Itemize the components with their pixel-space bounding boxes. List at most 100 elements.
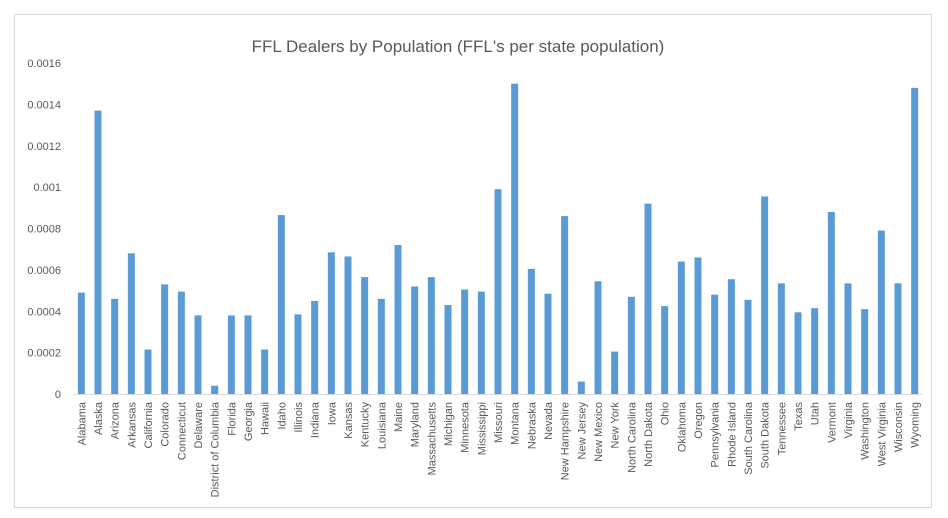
bar-wisconsin: [894, 283, 902, 394]
y-tick-label: 0.0008: [27, 224, 61, 236]
x-tick-label: District of Columbia: [210, 401, 222, 497]
x-tick-label: Michigan: [443, 402, 455, 446]
bar-west-virginia: [877, 230, 885, 394]
bar-ohio: [661, 306, 669, 394]
x-tick-label: Pennsylvania: [710, 401, 722, 467]
bar-michigan: [444, 305, 452, 394]
bar-montana: [511, 83, 519, 394]
x-tick-label: Rhode Island: [726, 402, 738, 467]
bar-maine: [394, 245, 402, 394]
bar-tennessee: [777, 283, 785, 394]
bar-minnesota: [461, 289, 469, 394]
x-tick-label: New Mexico: [593, 402, 605, 462]
x-tick-label: Kentucky: [360, 402, 372, 448]
x-tick-label: Connecticut: [176, 402, 188, 460]
bar-rhode-island: [727, 279, 735, 394]
chart-title: FFL Dealers by Population (FFL's per sta…: [252, 37, 665, 56]
bar-oregon: [694, 257, 702, 394]
bar-texas: [794, 312, 802, 394]
bar-vermont: [827, 211, 835, 394]
x-tick-label: Delaware: [193, 402, 205, 448]
x-tick-label: Colorado: [160, 402, 172, 447]
x-tick-label: Minnesota: [460, 401, 472, 453]
bar-district-of-columbia: [211, 385, 219, 394]
x-tick-label: Nebraska: [526, 401, 538, 449]
x-tick-label: Oregon: [693, 402, 705, 439]
y-tick-label: 0.0002: [27, 348, 61, 360]
bar-washington: [861, 309, 869, 394]
x-tick-label: Oklahoma: [676, 401, 688, 452]
bar-iowa: [327, 252, 335, 394]
x-tick-label: Idaho: [276, 402, 288, 430]
bar-nebraska: [527, 268, 535, 394]
x-tick-label: Texas: [793, 402, 805, 431]
bar-nevada: [544, 293, 552, 394]
bar-north-dakota: [644, 203, 652, 394]
x-tick-label: Hawaii: [260, 402, 272, 435]
x-tick-label: Iowa: [326, 401, 338, 425]
y-tick-label: 0.0012: [27, 141, 61, 153]
bar-missouri: [494, 189, 502, 394]
x-tick-label: Maine: [393, 402, 405, 432]
bar-colorado: [161, 284, 169, 394]
x-tick-label: Ohio: [660, 402, 672, 425]
x-tick-label: South Dakota: [760, 401, 772, 469]
x-tick-label: North Dakota: [643, 401, 655, 467]
x-tick-label: Indiana: [310, 401, 322, 438]
bar-new-mexico: [594, 281, 602, 394]
x-tick-label: Alaska: [93, 401, 105, 435]
x-tick-label: Georgia: [243, 401, 255, 441]
bar-connecticut: [177, 291, 185, 394]
bar-new-jersey: [577, 381, 585, 394]
x-tick-label: New Jersey: [576, 402, 588, 460]
bar-illinois: [294, 314, 302, 394]
y-tick-label: 0.001: [33, 182, 61, 194]
x-tick-label: Utah: [810, 402, 822, 425]
x-tick-label: Arkansas: [126, 402, 138, 448]
y-tick-label: 0.0006: [27, 265, 61, 277]
bars: [77, 83, 919, 394]
x-tick-label: North Carolina: [626, 401, 638, 473]
y-axis: 0 0.0002 0.0004 0.0006 0.0008 0.001 0.0012 0.00…: [27, 58, 923, 401]
bar-oklahoma: [677, 261, 685, 394]
bar-kansas: [344, 256, 352, 394]
y-tick-label: 0.0016: [27, 58, 61, 70]
y-tick-label: 0.0004: [27, 306, 61, 318]
bar-kentucky: [361, 277, 369, 394]
x-tick-label: Kansas: [343, 402, 355, 439]
bar-alaska: [94, 110, 102, 394]
x-tick-label: Arizona: [110, 401, 122, 439]
x-tick-label: Illinois: [293, 402, 305, 433]
x-tick-label: Florida: [226, 401, 238, 436]
bar-hawaii: [261, 349, 269, 394]
bar-mississippi: [477, 291, 485, 394]
x-tick-label: Montana: [510, 401, 522, 445]
x-tick-label: Wisconsin: [893, 402, 905, 452]
x-axis: Alabama Alaska Arizona Arkansas California Co…: [76, 401, 921, 497]
bar-new-york: [611, 351, 619, 394]
bar-arkansas: [127, 253, 135, 394]
x-tick-label: Mississippi: [476, 402, 488, 455]
bar-california: [144, 349, 152, 394]
chart-frame: [14, 14, 932, 508]
bar-massachusetts: [427, 277, 435, 394]
bar-utah: [811, 308, 819, 394]
bar-florida: [227, 315, 235, 394]
bar-virginia: [844, 283, 852, 394]
bar-delaware: [194, 315, 202, 394]
bar-new-hampshire: [561, 216, 569, 394]
bar-wyoming: [911, 87, 919, 394]
y-tick-label: 0.0014: [27, 99, 61, 111]
y-tick-label: 0: [55, 389, 61, 401]
bar-georgia: [244, 315, 252, 394]
bar-maryland: [411, 286, 419, 394]
x-tick-label: New York: [610, 402, 622, 449]
x-tick-label: Massachusetts: [426, 402, 438, 476]
bar-north-carolina: [627, 296, 635, 394]
bar-louisiana: [377, 298, 385, 394]
x-tick-label: Wyoming: [910, 402, 922, 448]
x-tick-label: Missouri: [493, 402, 505, 443]
x-tick-label: West Virginia: [876, 401, 888, 466]
x-tick-label: Nevada: [543, 401, 555, 440]
